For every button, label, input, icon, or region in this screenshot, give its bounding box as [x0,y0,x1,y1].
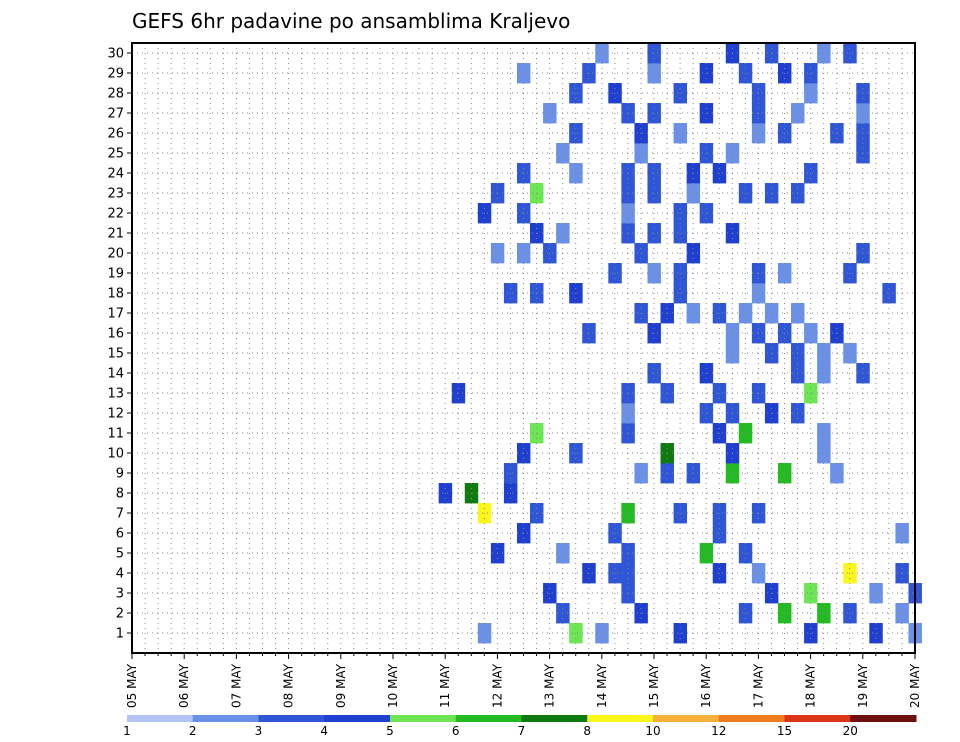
y-tick-label: 17 [107,307,124,322]
legend-color-swatch [390,715,457,722]
x-tick-label: 11 MAY [438,663,452,708]
y-tick-label: 15 [107,347,124,362]
x-tick-label: 06 MAY [177,663,191,708]
y-tick-label: 7 [116,507,124,522]
legend-label: 8 [583,724,591,738]
legend-label: 2 [189,724,197,738]
grid-lines [131,43,916,653]
x-tick-label: 10 MAY [386,663,400,708]
y-tick-label: 25 [107,147,124,162]
x-tick-label: 05 MAY [125,663,139,708]
legend-color-swatch [127,715,194,722]
y-tick-label: 29 [107,67,124,82]
x-tick-label: 08 MAY [282,663,296,708]
legend-label: 5 [386,724,394,738]
y-tick-label: 12 [107,407,124,422]
legend-color-swatch [521,715,588,722]
y-tick-label: 18 [107,287,124,302]
y-tick-label: 23 [107,187,124,202]
y-axis-ticks: 1234567891011121314151617181920212223242… [107,47,132,642]
y-tick-label: 8 [116,487,124,502]
legend-label: 7 [518,724,526,738]
legend-color-swatch [718,715,785,722]
x-axis-ticks: 05 MAY 06 MAY 07 MAY 08 MAY 09 MAY 10 MAY 11 M… [125,653,922,708]
legend-color-swatch [850,715,917,722]
legend-label: 1 [123,724,131,738]
x-tick-label: 20 MAY [908,663,922,708]
legend-label: 3 [255,724,263,738]
legend-label: 4 [320,724,328,738]
x-tick-label: 16 MAY [699,663,713,708]
x-tick-label: 12 MAY [490,663,504,708]
y-tick-label: 21 [107,227,124,242]
legend-color-swatch [653,715,720,722]
legend-color-swatch [192,715,259,722]
legend-label: 20 [843,724,858,738]
legend-color-swatch [324,715,391,722]
y-tick-label: 24 [107,167,124,182]
y-tick-label: 20 [107,247,124,262]
legend-color-swatch [455,715,522,722]
x-tick-label: 18 MAY [804,663,818,708]
y-tick-label: 16 [107,327,124,342]
y-tick-label: 27 [107,107,124,122]
legend-color-swatch [587,715,654,722]
y-tick-label: 1 [116,627,124,642]
x-tick-label: 09 MAY [334,663,348,708]
x-tick-label: 15 MAY [647,663,661,708]
y-tick-label: 13 [107,387,124,402]
y-tick-label: 26 [107,127,124,142]
y-tick-label: 10 [107,447,124,462]
legend-label: 12 [711,724,726,738]
legend-color-swatch [258,715,325,722]
y-tick-label: 5 [116,547,124,562]
x-tick-label: 14 MAY [595,663,609,708]
color-legend: 1 2 3 4 5 6 7 8 10 12 15 20 [123,715,917,738]
y-tick-label: 28 [107,87,124,102]
y-tick-label: 2 [116,607,124,622]
legend-color-swatch [784,715,851,722]
y-tick-label: 30 [107,47,124,62]
y-tick-label: 22 [107,207,124,222]
legend-label: 10 [645,724,660,738]
y-tick-label: 9 [116,467,124,482]
x-tick-label: 19 MAY [856,663,870,708]
y-tick-label: 14 [107,367,124,382]
y-tick-label: 3 [116,587,124,602]
legend-label: 6 [452,724,460,738]
legend-label: 15 [777,724,792,738]
y-tick-label: 19 [107,267,124,282]
y-tick-label: 4 [116,567,124,582]
chart-title: GEFS 6hr padavine po ansamblima Kraljevo [132,9,570,33]
x-tick-label: 17 MAY [751,663,765,708]
x-tick-label: 13 MAY [543,663,557,708]
x-tick-label: 07 MAY [229,663,243,708]
y-tick-label: 6 [116,527,124,542]
y-tick-label: 11 [107,427,124,442]
